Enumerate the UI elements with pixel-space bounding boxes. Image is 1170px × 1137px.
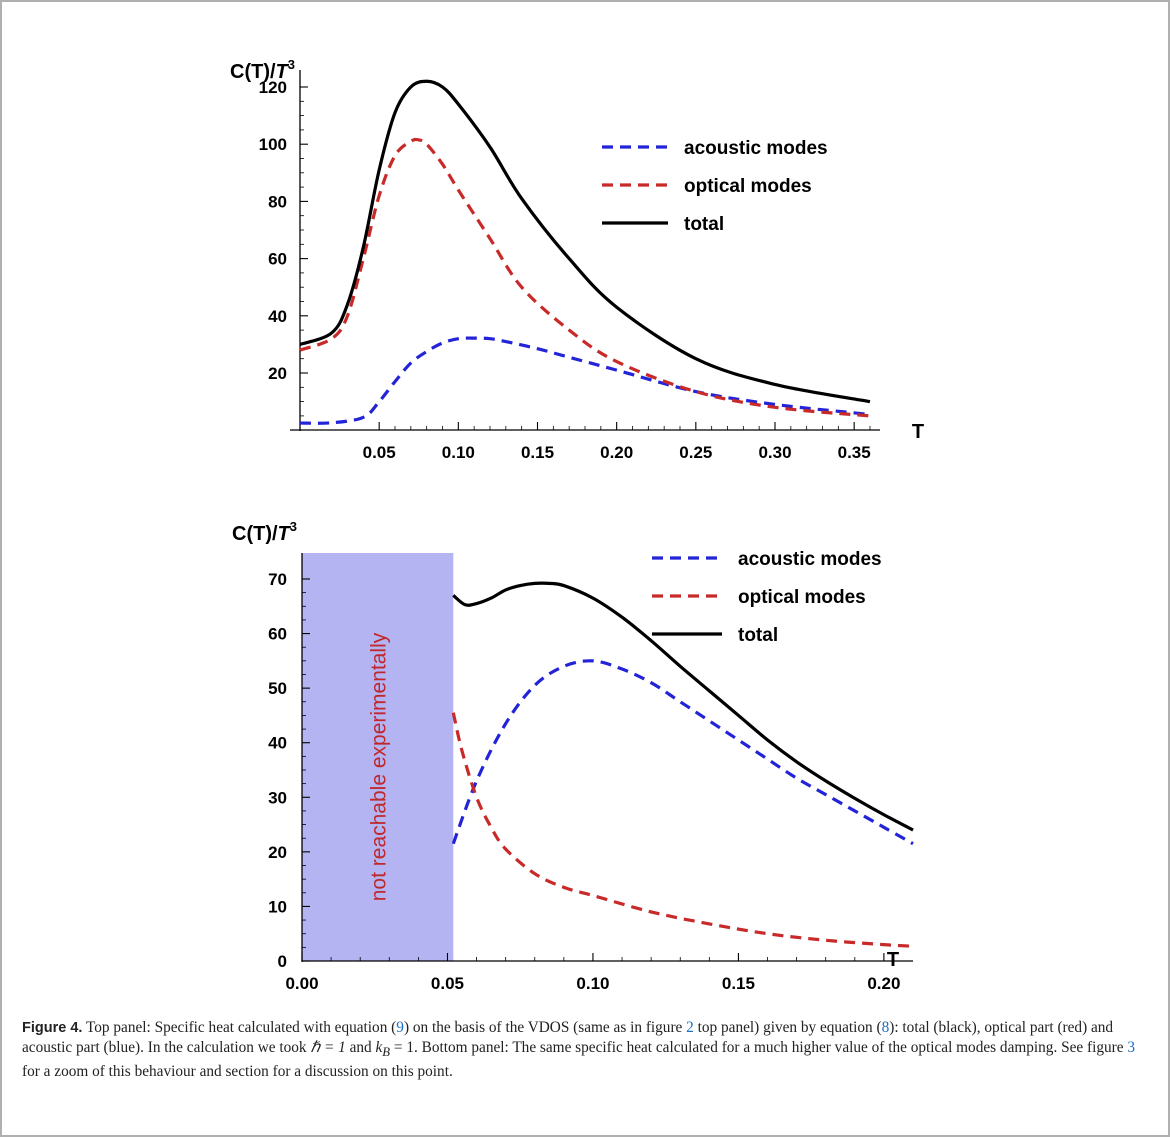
unreachable-region — [302, 553, 454, 961]
y-tick-label: 10 — [268, 897, 287, 916]
x-tick-label: 0.05 — [431, 974, 464, 993]
y-tick-label: 20 — [268, 364, 287, 383]
x-tick-label: 0.30 — [758, 443, 791, 462]
equation-link[interactable]: 9 — [396, 1019, 404, 1036]
x-tick-label: 0.10 — [442, 443, 475, 462]
equation-link[interactable]: 8 — [881, 1019, 890, 1036]
y-tick-label: 0 — [278, 952, 287, 971]
x-tick-label: 0.20 — [600, 443, 633, 462]
x-tick-label: 0.10 — [576, 974, 609, 993]
kb-symbol: k — [375, 1039, 383, 1056]
caption-text: ): total (black), optical part (red) and… — [22, 1019, 1114, 1056]
legend-label: optical modes — [738, 587, 866, 608]
series-acoustic-modes — [451, 659, 914, 846]
caption-text: and — [345, 1039, 376, 1056]
y-tick-label: 40 — [268, 734, 287, 753]
legend-label: acoustic modes — [684, 138, 828, 159]
y-axis-title: C(T)/T3 — [232, 519, 297, 545]
y-tick-label: 100 — [259, 135, 287, 154]
y-tick-label: 60 — [268, 250, 287, 269]
x-tick-label: 0.05 — [363, 443, 396, 462]
x-tick-label: 0.25 — [679, 443, 712, 462]
legend-label: acoustic modes — [738, 549, 882, 570]
x-tick-label: 0.15 — [722, 974, 755, 993]
y-tick-label: 50 — [268, 679, 287, 698]
x-tick-label: 0.20 — [867, 974, 900, 993]
legend-label: total — [684, 214, 724, 235]
kb-value: = 1 — [390, 1039, 415, 1056]
series-optical-modes — [299, 137, 871, 418]
kb-subscript: B — [382, 1045, 391, 1060]
caption-text: top panel) given by equation ( — [693, 1019, 882, 1036]
x-tick-label: 0.00 — [285, 974, 318, 993]
caption-text: . Bottom panel: The same specific heat c… — [414, 1039, 1128, 1056]
y-tick-label: 60 — [268, 625, 287, 644]
y-axis-title: C(T)/T3 — [230, 57, 295, 83]
series-optical-modes — [451, 712, 914, 948]
caption-label: Figure 4. — [22, 1020, 83, 1036]
y-tick-label: 80 — [268, 192, 287, 211]
series-total — [299, 79, 871, 404]
chart-panel-top: 20 40 60 80 100 120 0.05 0.10 0.15 0.20 0.25 0.30 0.… — [230, 57, 924, 462]
legend-label: optical modes — [684, 176, 812, 197]
y-tick-label: 30 — [268, 788, 287, 807]
hbar-equation: ℏ = 1 — [310, 1039, 346, 1056]
y-tick-label: 20 — [268, 843, 287, 862]
region-label: not reachable experimentally — [368, 632, 391, 901]
figure-link[interactable]: 3 — [1127, 1039, 1136, 1056]
y-tick-label: 70 — [268, 570, 287, 589]
x-axis-title: T — [887, 949, 899, 971]
figure-caption: Figure 4. Top panel: Specific heat calcu… — [22, 1018, 1147, 1082]
series-total — [452, 581, 914, 832]
x-axis-title: T — [912, 421, 924, 443]
x-tick-label: 0.35 — [838, 443, 871, 462]
caption-text: for a zoom of this behaviour and section… — [22, 1063, 453, 1081]
x-tick-label: 0.15 — [521, 443, 554, 462]
legend-label: total — [738, 625, 778, 646]
chart-panel-bottom: not reachable experimentally 0 10 20 30 40 50 6… — [232, 519, 914, 993]
series-acoustic-modes — [299, 336, 871, 425]
caption-text: ) on the basis of the VDOS (same as in f… — [403, 1019, 687, 1036]
caption-text: Top panel: Specific heat calculated with… — [86, 1019, 397, 1036]
y-tick-label: 40 — [268, 307, 287, 326]
y-tick-label: 120 — [259, 78, 287, 97]
figure-link[interactable]: 2 — [686, 1019, 694, 1036]
